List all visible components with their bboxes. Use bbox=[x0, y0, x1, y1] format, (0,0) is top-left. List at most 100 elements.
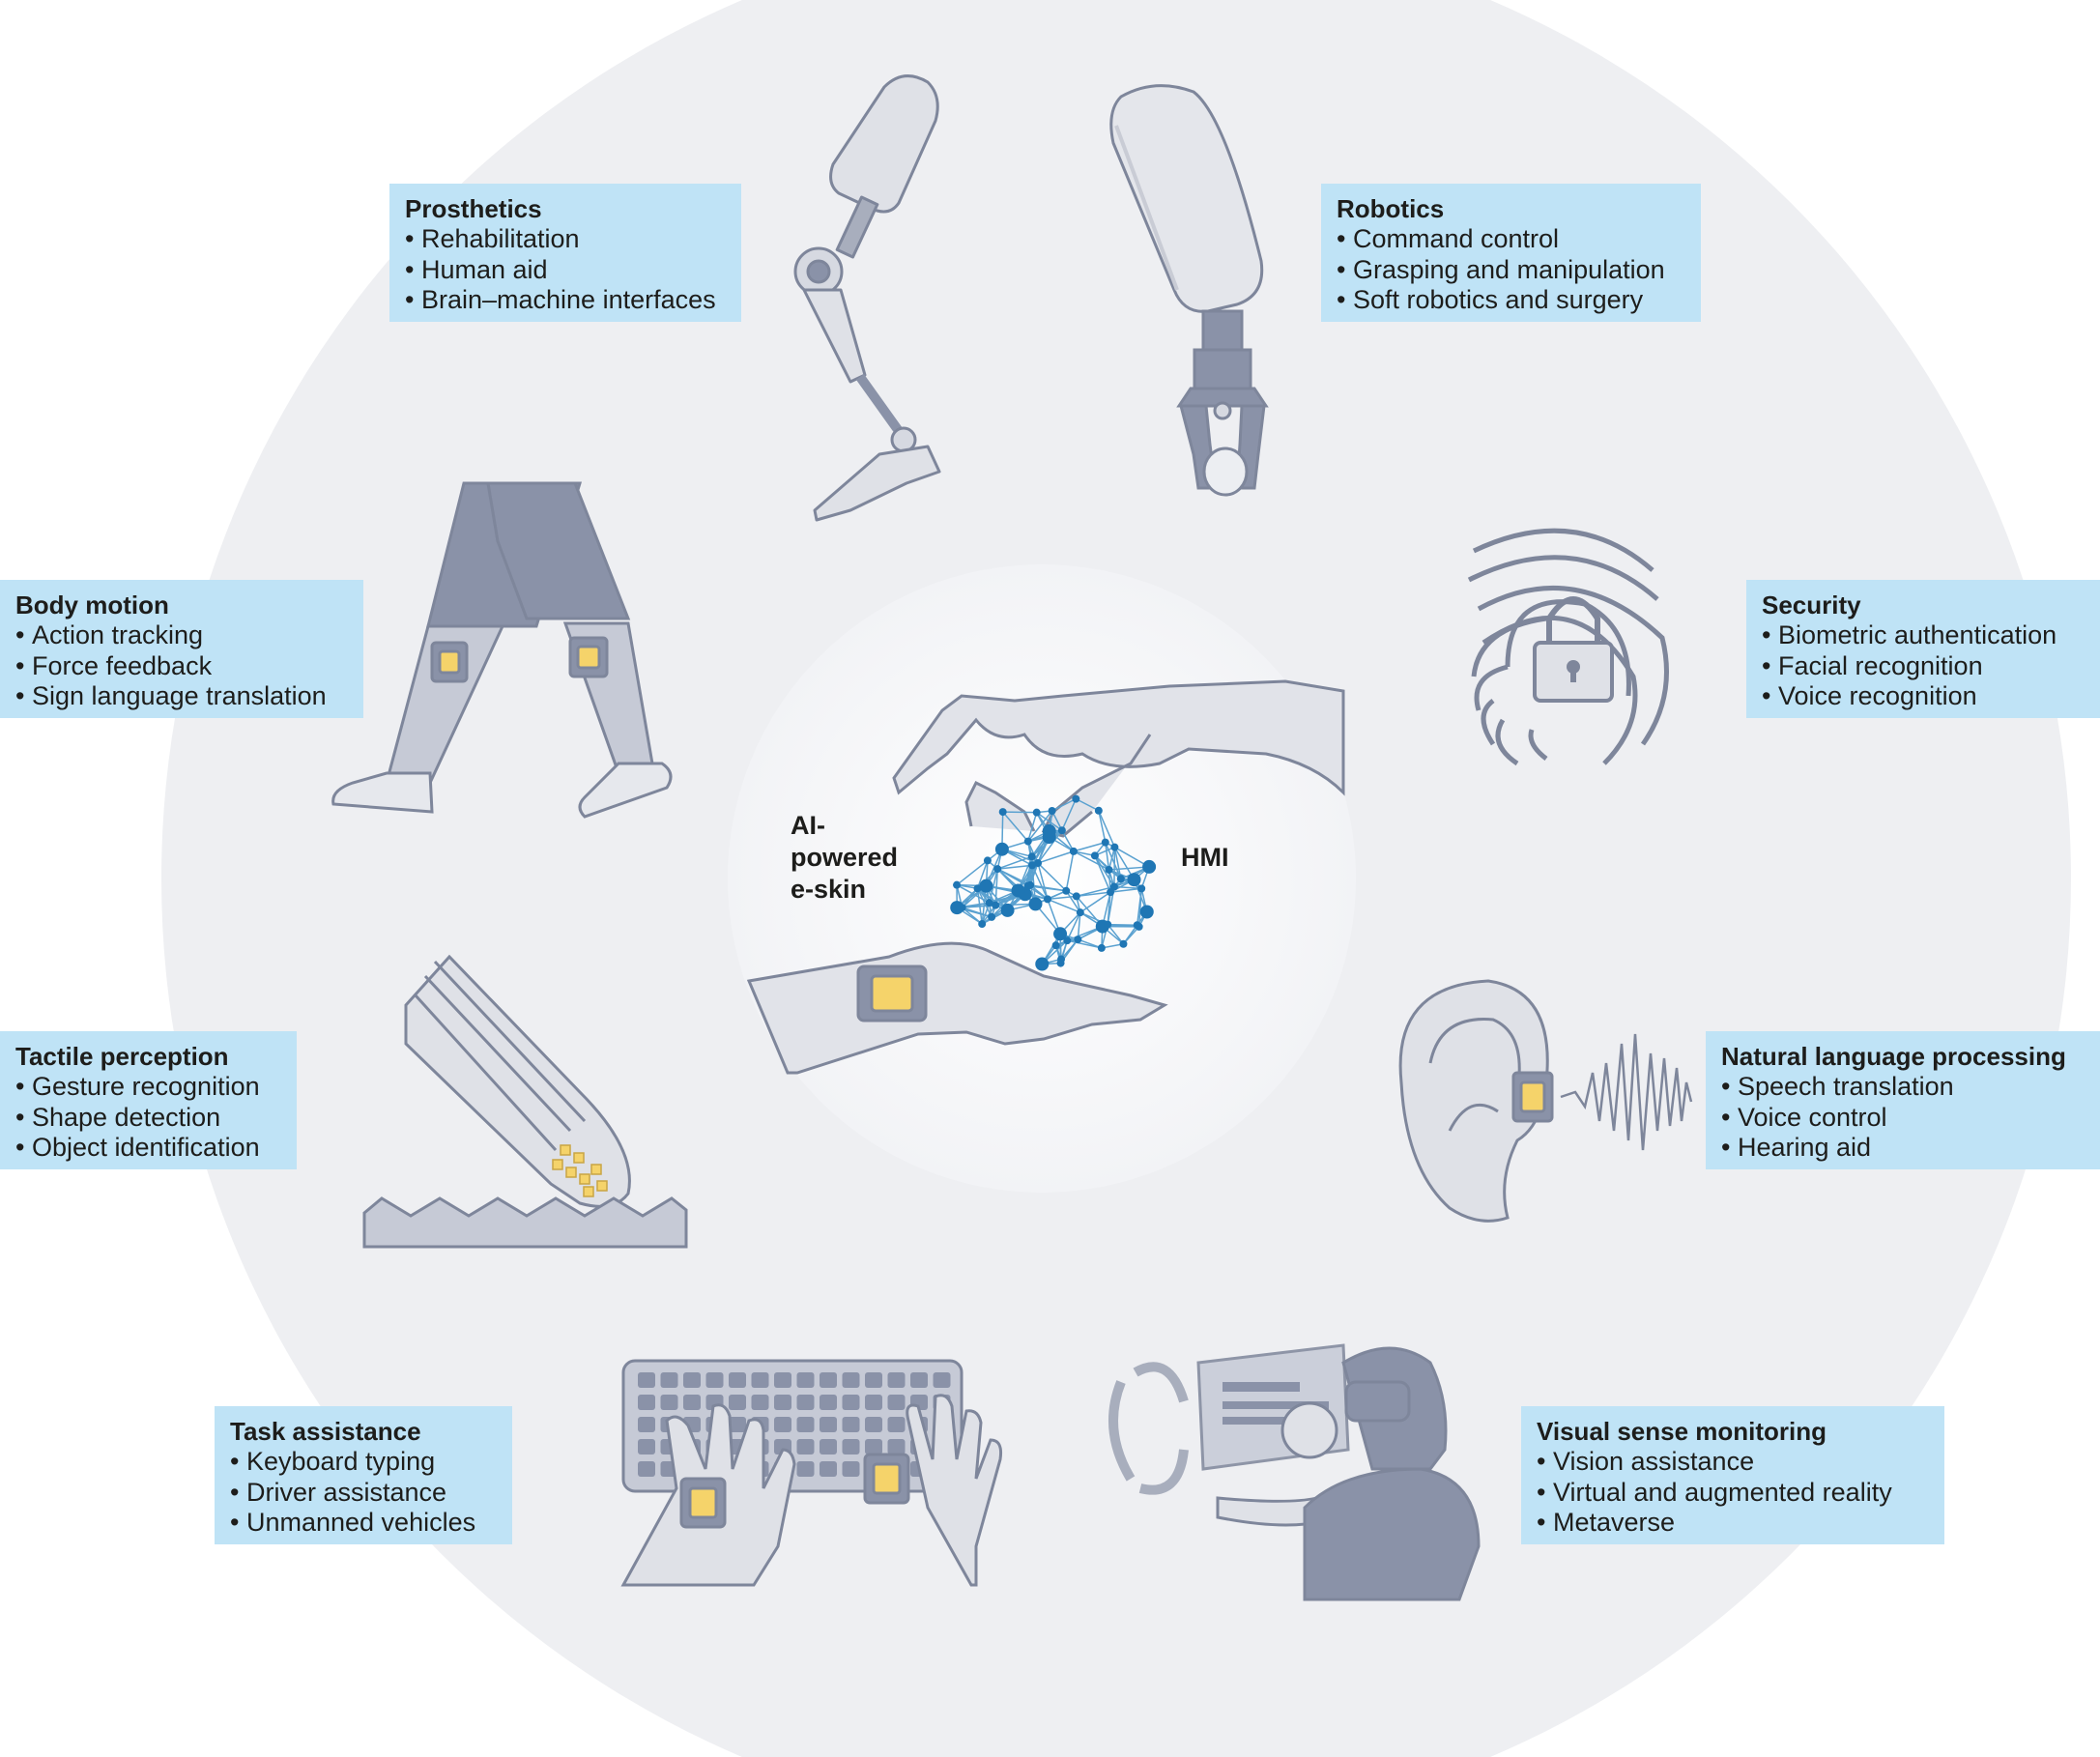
network-node bbox=[1109, 882, 1118, 891]
network-link bbox=[1073, 841, 1106, 852]
e-skin-label-line: e-skin bbox=[791, 875, 867, 904]
network-link bbox=[956, 884, 991, 904]
e-skin-label: AI- powered e-skin bbox=[791, 810, 898, 906]
keyboard-key bbox=[865, 1395, 882, 1410]
keyboard-key bbox=[729, 1417, 746, 1432]
nlp-item: Voice control bbox=[1721, 1103, 2085, 1134]
network-node bbox=[1105, 865, 1113, 874]
visual-item: Metaverse bbox=[1537, 1508, 1929, 1539]
keyboard-key bbox=[887, 1417, 906, 1432]
network-node bbox=[978, 920, 987, 929]
security-box: Security Biometric authentication Facial… bbox=[1746, 580, 2100, 718]
keyboard-key bbox=[729, 1395, 746, 1410]
task-box: Task assistance Keyboard typing Driver a… bbox=[215, 1406, 512, 1544]
security-item: Voice recognition bbox=[1762, 681, 2085, 712]
network-node bbox=[1034, 859, 1043, 868]
security-item: Facial recognition bbox=[1762, 651, 2085, 682]
network-node bbox=[1142, 859, 1157, 874]
network-node bbox=[1062, 886, 1071, 895]
network-node bbox=[1072, 794, 1080, 803]
task-list: Keyboard typing Driver assistance Unmann… bbox=[230, 1447, 497, 1539]
network-link bbox=[1027, 812, 1038, 842]
body-motion-item: Force feedback bbox=[15, 651, 348, 682]
keyboard-key bbox=[660, 1395, 678, 1410]
keyboard-key bbox=[865, 1439, 882, 1455]
robotics-item: Grasping and manipulation bbox=[1337, 255, 1685, 286]
keyboard-key bbox=[774, 1372, 791, 1388]
tactile-item: Gesture recognition bbox=[15, 1072, 281, 1103]
keyboard-key bbox=[820, 1461, 837, 1477]
network-node bbox=[1057, 826, 1066, 835]
nlp-item: Hearing aid bbox=[1721, 1133, 2085, 1164]
network-link bbox=[1027, 810, 1053, 843]
keyboard-key bbox=[638, 1395, 655, 1410]
prosthetics-list: Rehabilitation Human aid Brain–machine i… bbox=[405, 224, 726, 316]
keyboard-key bbox=[865, 1417, 882, 1432]
finger-texture-icon bbox=[362, 954, 688, 1249]
keyboard-key bbox=[820, 1439, 837, 1455]
keyboard-key bbox=[751, 1372, 769, 1388]
network-node bbox=[953, 880, 962, 889]
network-node bbox=[1043, 895, 1051, 904]
tactile-box: Tactile perception Gesture recognition S… bbox=[0, 1031, 297, 1169]
network-node bbox=[1110, 843, 1119, 851]
network-node bbox=[1094, 806, 1103, 815]
keyboard-key bbox=[820, 1417, 837, 1432]
keyboard-key bbox=[842, 1417, 860, 1432]
security-list: Biometric authentication Facial recognit… bbox=[1762, 620, 2085, 712]
keyboard-key bbox=[933, 1372, 951, 1388]
network-node bbox=[985, 899, 993, 907]
keyboard-key bbox=[796, 1395, 815, 1410]
network-link bbox=[956, 859, 989, 886]
network-node bbox=[998, 808, 1007, 817]
network-link bbox=[1077, 912, 1081, 940]
network-link bbox=[1137, 888, 1142, 927]
network-node bbox=[1023, 837, 1032, 846]
network-link bbox=[1122, 926, 1140, 945]
keyboard-key bbox=[887, 1439, 906, 1455]
keyboard-key bbox=[638, 1439, 655, 1455]
visual-box: Visual sense monitoring Vision assistanc… bbox=[1521, 1406, 1944, 1544]
network-link bbox=[1076, 885, 1115, 898]
visual-list: Vision assistance Virtual and augmented … bbox=[1537, 1447, 1929, 1539]
network-node bbox=[1127, 873, 1141, 887]
prosthetics-box: Prosthetics Rehabilitation Human aid Bra… bbox=[389, 184, 741, 322]
network-link bbox=[1061, 829, 1075, 852]
nlp-box: Natural language processing Speech trans… bbox=[1706, 1031, 2100, 1169]
network-node bbox=[1051, 941, 1060, 950]
network-node bbox=[1097, 943, 1106, 952]
network-link bbox=[1031, 865, 1049, 900]
keyboard-key bbox=[887, 1372, 906, 1388]
network-node bbox=[1053, 927, 1068, 941]
network-link bbox=[1037, 862, 1049, 900]
network-link bbox=[1098, 810, 1116, 848]
visual-item: Virtual and augmented reality bbox=[1537, 1478, 1929, 1509]
keyboard-key bbox=[910, 1372, 928, 1388]
network-node bbox=[1101, 838, 1109, 847]
network-node bbox=[1119, 939, 1128, 948]
network-link bbox=[1036, 812, 1063, 831]
network-node bbox=[1056, 959, 1065, 967]
keyboard-key bbox=[820, 1395, 837, 1410]
network-link bbox=[1079, 891, 1111, 913]
keyboard-key bbox=[865, 1372, 882, 1388]
visual-title: Visual sense monitoring bbox=[1537, 1417, 1827, 1446]
network-link bbox=[1002, 811, 1029, 843]
keyboard-key bbox=[751, 1395, 769, 1410]
keyboard-key bbox=[660, 1372, 678, 1388]
network-node bbox=[1063, 936, 1072, 945]
body-motion-title: Body motion bbox=[15, 590, 169, 619]
network-link bbox=[1047, 898, 1081, 913]
keyboard-key bbox=[638, 1417, 655, 1432]
network-node bbox=[994, 842, 1009, 856]
network-link bbox=[1047, 895, 1077, 901]
body-motion-item: Sign language translation bbox=[15, 681, 348, 712]
keyboard-key bbox=[638, 1372, 655, 1388]
network-link bbox=[1075, 797, 1100, 812]
network-link bbox=[1065, 850, 1075, 891]
robotics-box: Robotics Command control Grasping and ma… bbox=[1321, 184, 1701, 322]
network-node bbox=[992, 901, 1000, 909]
network-link bbox=[997, 864, 1033, 870]
network-node bbox=[1139, 905, 1154, 919]
